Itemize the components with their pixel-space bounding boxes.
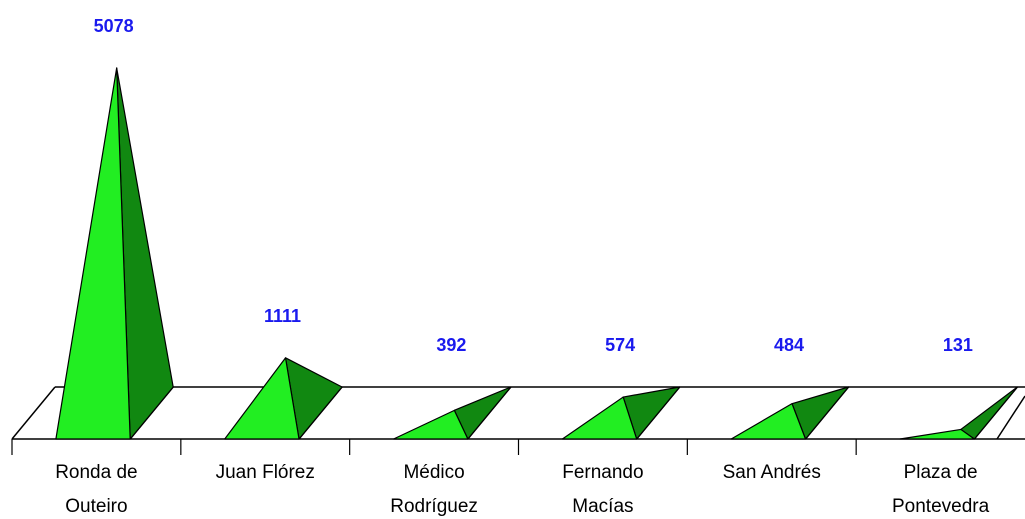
category-label: Macías — [572, 496, 633, 517]
category-label: Médico — [403, 462, 464, 483]
pyramid-front-face — [730, 403, 807, 440]
data-label: 574 — [605, 335, 635, 355]
pyramid-front-face — [899, 428, 975, 440]
data-label: 484 — [774, 335, 804, 355]
data-label: 1111 — [264, 306, 301, 326]
data-labels: 5078 1111 392 574 484 131 — [94, 16, 973, 355]
pyramid-front-face — [55, 67, 131, 440]
data-label: 131 — [943, 335, 973, 355]
category-label: Ronda de — [55, 462, 137, 483]
category-label: Juan Flórez — [216, 462, 315, 483]
category-label: San Andrés — [723, 462, 821, 483]
category-label: Pontevedra — [892, 496, 990, 517]
pyramid-front-face — [224, 357, 300, 440]
category-label: Plaza de — [904, 462, 978, 483]
category-label: Fernando — [562, 462, 643, 483]
category-label: Rodríguez — [390, 496, 478, 517]
pyramid-front-face — [561, 396, 638, 440]
floor-right-edge — [996, 395, 1025, 440]
category-label: Outeiro — [65, 496, 127, 517]
data-label: 392 — [436, 335, 466, 355]
data-label: 5078 — [94, 16, 134, 36]
pyramid-series — [55, 67, 1018, 440]
pyramid-front-face — [392, 409, 469, 440]
category-axis: Ronda de Outeiro Juan Flórez Médico Rodrígue… — [11, 439, 990, 517]
floor-left-edge — [11, 386, 56, 440]
